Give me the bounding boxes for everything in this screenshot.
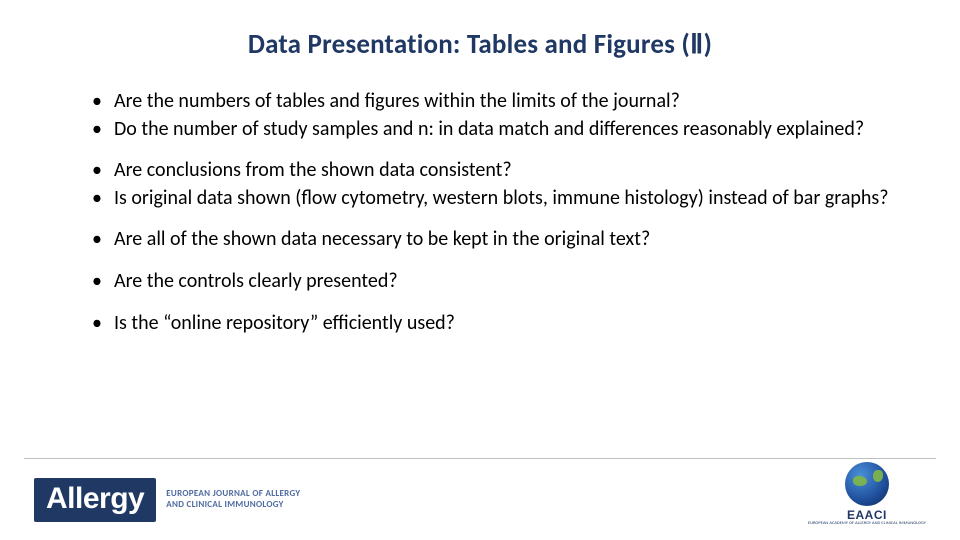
allergy-wordmark: Allergy: [34, 478, 156, 522]
bullet-item: Are the controls clearly presented?: [90, 269, 900, 295]
slide-title: Data Presentation: Tables and Figures (Ⅱ…: [60, 28, 900, 61]
footer: Allergy EUROPEAN JOURNAL OF ALLERGY AND …: [0, 458, 960, 540]
allergy-subtitle-line: AND CLINICAL IMMUNOLOGY: [166, 500, 300, 511]
bullet-block: Are the numbers of tables and figures wi…: [90, 89, 900, 142]
bullet-block: Are all of the shown data necessary to b…: [90, 227, 900, 253]
bullet-content: Are the numbers of tables and figures wi…: [60, 89, 900, 336]
bullet-item: Are all of the shown data necessary to b…: [90, 227, 900, 253]
eaaci-logo: EAACI EUROPEAN ACADEMY OF ALLERGY AND CL…: [808, 462, 926, 527]
bullet-block: Are the controls clearly presented?: [90, 269, 900, 295]
bullet-item: Is the “online repository” efficiently u…: [90, 311, 900, 337]
bullet-block: Are conclusions from the shown data cons…: [90, 158, 900, 211]
eaaci-wordmark: EAACI: [808, 508, 926, 522]
allergy-logo: Allergy EUROPEAN JOURNAL OF ALLERGY AND …: [34, 478, 300, 522]
eaaci-tagline: EUROPEAN ACADEMY OF ALLERGY AND CLINICAL…: [808, 522, 926, 527]
footer-divider: [24, 458, 936, 459]
globe-icon: [845, 462, 889, 506]
slide: Data Presentation: Tables and Figures (Ⅱ…: [0, 0, 960, 540]
bullet-item: Are the numbers of tables and figures wi…: [90, 89, 900, 115]
allergy-subtitle: EUROPEAN JOURNAL OF ALLERGY AND CLINICAL…: [166, 489, 300, 511]
bullet-item: Are conclusions from the shown data cons…: [90, 158, 900, 184]
bullet-item: Do the number of study samples and n: in…: [90, 117, 900, 143]
bullet-block: Is the “online repository” efficiently u…: [90, 311, 900, 337]
bullet-item: Is original data shown (flow cytometry, …: [90, 186, 900, 212]
